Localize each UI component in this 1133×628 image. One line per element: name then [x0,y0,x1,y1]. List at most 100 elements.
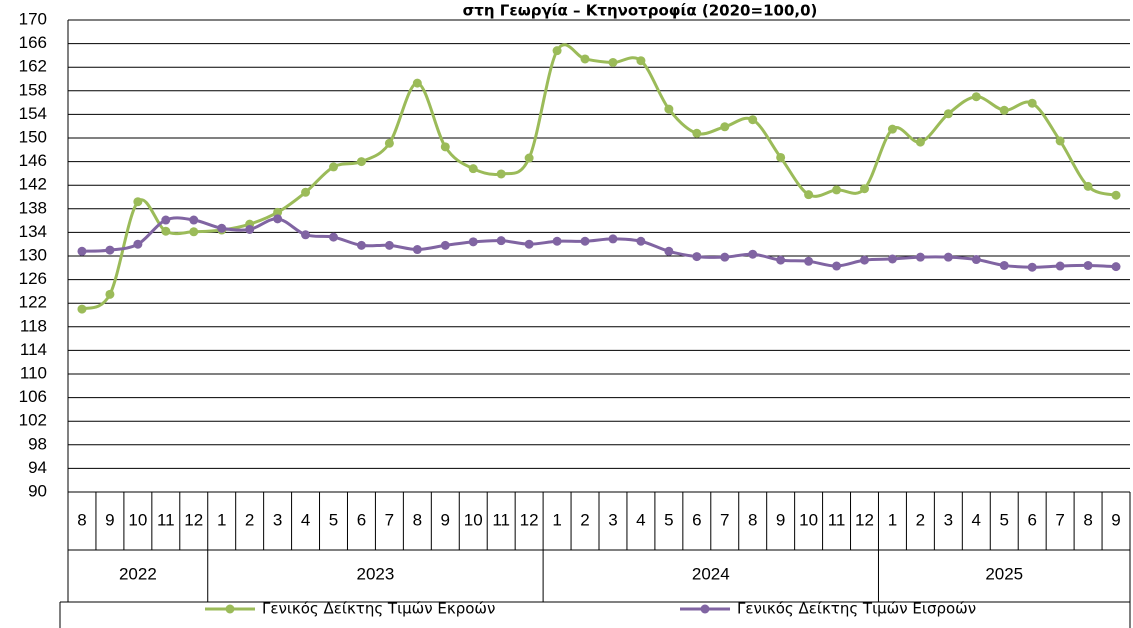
data-point [915,137,925,147]
x-tick-label: 5 [1000,510,1009,529]
data-point [468,164,478,174]
y-tick-label: 146 [19,151,47,170]
x-tick-label: 11 [828,510,846,529]
x-tick-label: 9 [776,510,785,529]
data-point [636,236,646,246]
x-tick-label: 7 [385,510,394,529]
legend-label: Γενικός Δείκτης Τιμών Εκροών [262,600,495,618]
data-point [496,169,506,179]
data-point [748,115,758,125]
data-point [580,236,590,246]
y-tick-label: 130 [19,245,47,264]
data-point [887,254,897,264]
y-tick-label: 118 [20,316,47,335]
data-point [1083,260,1093,270]
y-tick-label: 98 [28,434,47,453]
data-point [189,227,199,237]
y-tick-label: 142 [19,175,47,194]
x-group-label: 2025 [985,564,1023,583]
data-point [804,190,814,200]
chart-title: στη Γεωργία – Κτηνοτροφία (2020=100,0) [463,2,818,20]
x-tick-label: 11 [492,510,510,529]
data-point [1055,136,1065,146]
data-point [440,240,450,250]
y-tick-label: 122 [19,293,47,312]
data-point [832,185,842,195]
data-point [524,153,534,163]
x-group-label: 2022 [119,564,157,583]
data-point [329,162,338,172]
data-point [161,226,171,236]
data-point [915,252,925,262]
data-point [217,223,227,233]
x-tick-label: 4 [636,510,645,529]
data-point [1111,262,1121,272]
data-point [999,260,1009,270]
data-point [412,78,422,88]
data-point [692,252,702,262]
data-point [301,187,311,197]
y-tick-label: 166 [19,33,47,52]
data-point [664,246,674,256]
x-tick-label: 5 [664,510,673,529]
y-tick-label: 90 [28,481,47,500]
data-point [384,138,394,148]
data-point [943,109,953,119]
data-point [552,46,562,56]
data-point [301,230,311,240]
data-point [1111,190,1121,200]
y-tick-label: 170 [19,9,47,28]
data-point [887,124,897,134]
x-tick-label: 12 [184,510,203,529]
data-point [1027,262,1037,272]
x-tick-label: 2 [916,510,925,529]
data-point [860,255,869,265]
y-tick-label: 102 [19,411,47,430]
data-point [971,255,981,265]
data-point [832,261,842,271]
data-point [356,157,366,167]
y-tick-label: 94 [28,458,47,477]
x-tick-label: 4 [301,510,310,529]
x-tick-label: 6 [357,510,366,529]
data-point [748,249,758,259]
x-tick-label: 9 [441,510,450,529]
y-tick-label: 154 [19,104,47,123]
data-point [384,240,394,250]
series-line [81,43,1117,311]
x-tick-label: 2 [580,510,589,529]
data-point [245,224,255,234]
y-tick-label: 158 [19,80,47,99]
data-point [161,215,171,225]
x-tick-label: 7 [720,510,729,529]
data-point [860,184,869,194]
x-tick-label: 1 [552,510,561,529]
legend-label: Γενικός Δείκτης Τιμών Εισροών [737,600,976,618]
x-tick-label: 8 [77,510,86,529]
data-point [524,239,534,249]
x-tick-label: 12 [855,510,874,529]
data-point [804,256,814,266]
x-tick-label: 5 [329,510,338,529]
data-point [105,245,115,255]
y-tick-label: 138 [19,198,47,217]
data-point [329,232,338,242]
data-point [720,122,730,132]
x-tick-label: 9 [105,510,114,529]
legend-marker [700,604,710,614]
x-group-label: 2023 [357,564,395,583]
data-point [636,56,646,66]
data-point [1055,261,1065,271]
y-tick-label: 134 [19,222,47,241]
data-point [273,207,283,217]
data-point [580,54,590,64]
x-tick-label: 1 [888,510,897,529]
x-tick-label: 8 [748,510,757,529]
data-point [552,236,562,246]
x-group-label: 2024 [692,564,730,583]
x-tick-label: 11 [157,510,175,529]
x-tick-label: 8 [1083,510,1092,529]
y-tick-label: 110 [20,363,47,382]
y-tick-label: 150 [19,127,47,146]
